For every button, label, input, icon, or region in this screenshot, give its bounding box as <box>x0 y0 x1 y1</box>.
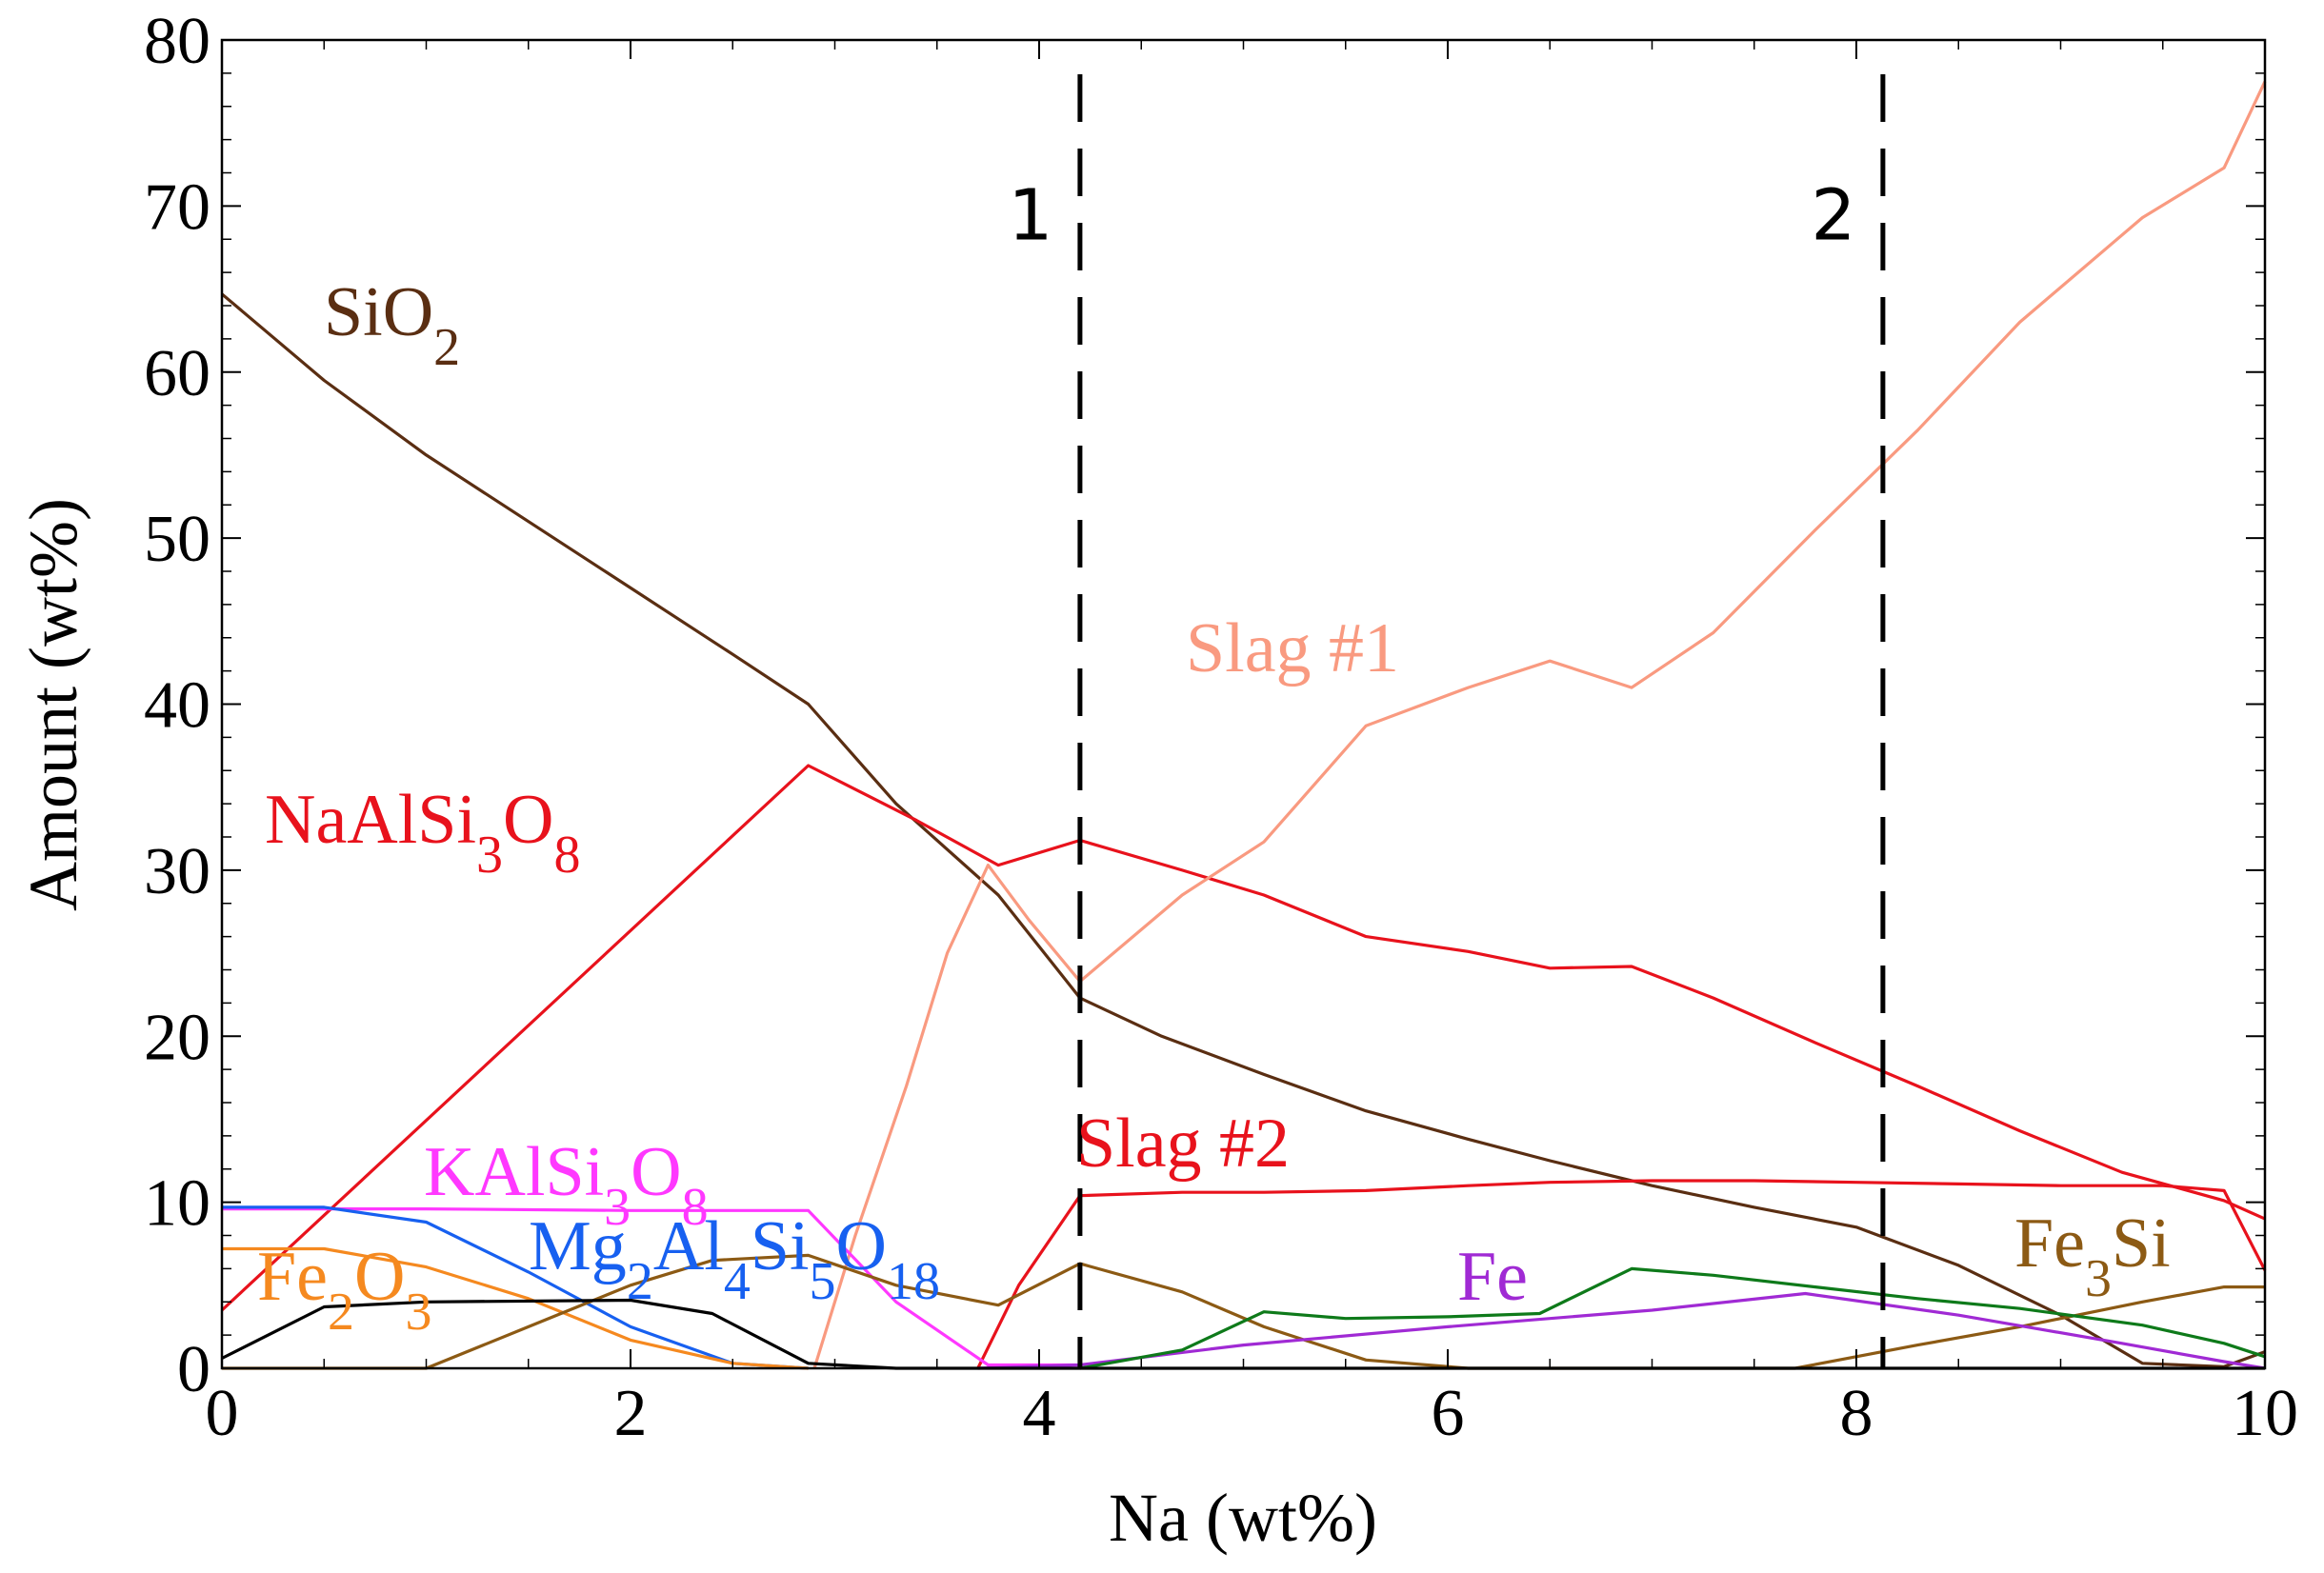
y-tick-label: 20 <box>144 1001 210 1074</box>
y-axis-label: Amount (wt%) <box>15 498 91 911</box>
series-label-sio2: SiO2 <box>324 273 460 377</box>
series-label-naalsi3o8: NaAlSi3O8 <box>265 781 580 885</box>
x-tick-label: 6 <box>1432 1377 1465 1450</box>
series-line-kalsi3o8 <box>222 1206 1080 1367</box>
x-tick-label: 0 <box>206 1377 239 1450</box>
series-line-green <box>1079 1266 2266 1370</box>
y-tick-label: 60 <box>144 337 210 410</box>
x-tick-label: 4 <box>1023 1377 1056 1450</box>
series-label-fe: Fe <box>1457 1238 1528 1316</box>
series-line-fe3si <box>222 1253 2265 1370</box>
x-tick-label: 2 <box>614 1377 648 1450</box>
series-label-fe3si: Fe3Si <box>2014 1205 2171 1308</box>
series-label-slag-1: Slag #1 <box>1186 609 1399 687</box>
tick-layer: 0 2 4 6 8 10 0 10 20 30 40 50 60 70 80 <box>144 5 2298 1450</box>
y-tick-label: 70 <box>144 170 210 244</box>
series-label-slag-2: Slag #2 <box>1076 1105 1290 1183</box>
series-line-slag-2 <box>976 1179 2267 1369</box>
series-label-mg2al4si5o18: Mg2Al4Si5O18 <box>529 1207 940 1311</box>
y-tick-label: 80 <box>144 5 210 78</box>
x-axis-label: Na (wt%) <box>1109 1480 1377 1556</box>
label-layer: SiO2 NaAlSi3O8 Slag #1 Slag #2 KAlSi3O8Mg2Al… <box>257 273 2171 1342</box>
series-line-sio2 <box>220 292 2266 1368</box>
series-line-naalsi3o8 <box>220 764 2266 1312</box>
series-label-kalsi3o8: KAlSi3O8 <box>424 1133 709 1237</box>
y-tick-label: 10 <box>144 1167 210 1241</box>
y-tick-label: 30 <box>144 835 210 908</box>
y-tick-label: 40 <box>144 669 210 743</box>
marker-label-1: 1 <box>1008 174 1052 256</box>
x-tick-label: 10 <box>2232 1377 2298 1450</box>
y-tick-label: 50 <box>144 503 210 576</box>
series-line-slag-1 <box>812 80 2267 1369</box>
y-tick-label: 0 <box>177 1333 210 1406</box>
x-tick-label: 8 <box>1840 1377 1873 1450</box>
marker-label-2: 2 <box>1811 174 1855 256</box>
series-label-fe2o3: Fe2O3 <box>257 1238 431 1342</box>
